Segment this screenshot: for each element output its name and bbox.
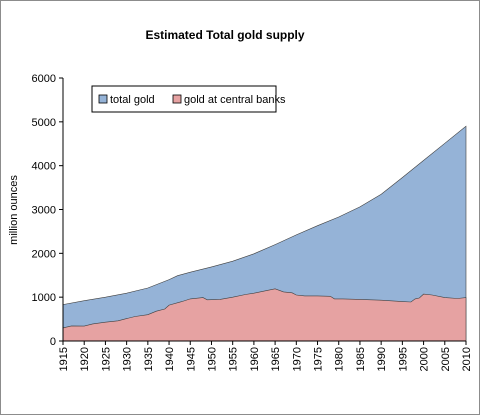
area-total-gold: [62, 125, 467, 342]
legend-label-central-banks: gold at central banks: [184, 94, 286, 106]
x-tick-label: 1990: [376, 347, 388, 371]
plot-areas: [62, 125, 467, 342]
x-tick-label: 1920: [79, 347, 91, 371]
area-gold-at-central-banks: [62, 288, 467, 342]
x-tick-label: 1930: [122, 347, 134, 371]
x-tick-label: 1925: [100, 347, 112, 371]
legend-swatch-total-gold: [98, 94, 108, 104]
y-tick-label: 0: [50, 336, 56, 348]
x-tick-label: 2010: [461, 347, 473, 371]
y-tick-label: 4000: [32, 161, 56, 173]
legend-swatch-central-banks: [172, 94, 182, 104]
x-tick-label: 1965: [270, 347, 282, 371]
x-tick-labels: 1915 1920 1925 1930 1935 1940 1945 1950 1955 1960…: [58, 347, 473, 371]
x-tick-label: 1995: [397, 347, 409, 371]
y-tick-label: 5000: [32, 117, 56, 129]
x-tick-label: 1940: [164, 347, 176, 371]
x-tick-label: 2000: [419, 347, 431, 371]
x-tick-label: 2005: [440, 347, 452, 371]
x-tick-label: 1975: [313, 347, 325, 371]
y-tick-labels: 0 1000 2000 3000 4000 5000 6000: [32, 73, 56, 348]
x-tick-label: 1960: [249, 347, 261, 371]
x-tick-label: 1970: [291, 347, 303, 371]
y-tick-label: 3000: [32, 205, 56, 217]
legend-label-total-gold: total gold: [110, 94, 155, 106]
y-tick-label: 1000: [32, 292, 56, 304]
x-tick-label: 1945: [185, 347, 197, 371]
x-tick-label: 1935: [143, 347, 155, 371]
legend-box: [91, 85, 277, 113]
axes: [59, 77, 467, 345]
x-tick-label: 1950: [206, 347, 218, 371]
x-tick-label: 1985: [355, 347, 367, 371]
y-axis-title: million ounces: [8, 175, 20, 245]
y-tick-label: 6000: [32, 73, 56, 85]
chart-title: Estimated Total gold supply: [145, 28, 304, 42]
legend: total gold gold at central banks: [91, 85, 286, 113]
x-tick-label: 1980: [334, 347, 346, 371]
x-tick-label: 1915: [58, 347, 70, 371]
y-tick-label: 2000: [32, 248, 56, 260]
x-tick-label: 1955: [228, 347, 240, 371]
